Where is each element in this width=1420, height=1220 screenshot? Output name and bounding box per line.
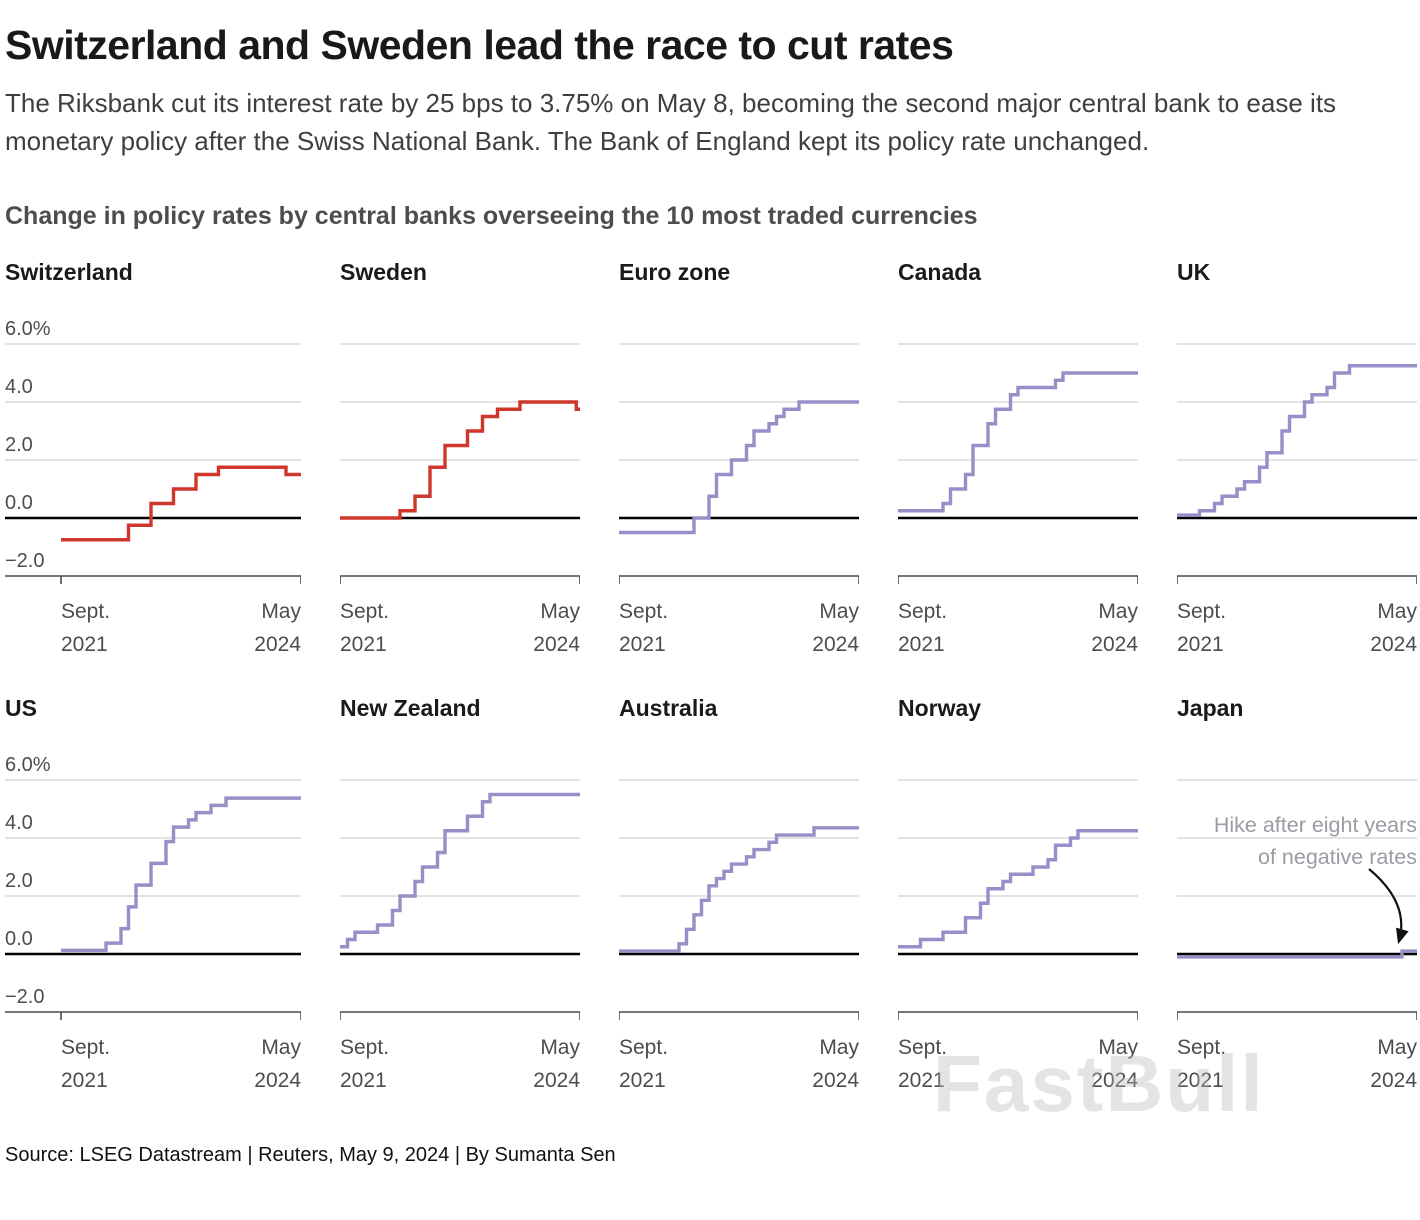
chart-plot: 6.0% 4.0 2.0 0.0 −2.0 — [5, 754, 301, 1021]
x-axis-label-start: Sept. 2021 — [898, 600, 948, 656]
rate-line — [1177, 949, 1417, 960]
x-axis-label-end: May 2024 — [533, 1036, 580, 1093]
chart-country-label: Sweden — [340, 259, 427, 286]
x-axis-labels: Sept. 2021 May 2024 — [1177, 596, 1417, 661]
x-axis-labels: Sept. 2021 May 2024 — [340, 1032, 580, 1097]
x-axis-label-end: May 2024 — [1091, 600, 1138, 656]
y-axis-tick-label: 0.0 — [5, 928, 33, 950]
x-axis-labels: Sept. 2021 May 2024 — [898, 1032, 1138, 1097]
rate-line — [61, 465, 301, 542]
header: Switzerland and Sweden lead the race to … — [5, 22, 1420, 231]
rate-line — [898, 829, 1138, 949]
x-axis-labels: Sept. 2021 May 2024 — [1177, 1032, 1417, 1097]
x-axis-label-start: Sept. 2021 — [340, 1036, 390, 1093]
y-axis-tick-label: 0.0 — [5, 492, 33, 514]
x-axis-label-end: May 2024 — [812, 1036, 859, 1093]
chart-country-label: Australia — [619, 695, 718, 722]
chart-country-label: Japan — [1177, 695, 1244, 722]
x-axis-label-start: Sept. 2021 — [1177, 600, 1227, 656]
chart-plot — [898, 779, 1138, 1021]
y-axis-tick-label: 6.0% — [5, 754, 51, 776]
chart-japan: Japan Sept. 2021 May 2024 Hike after eight ye… — [1177, 695, 1417, 1097]
x-axis-label-start: Sept. 2021 — [1177, 1036, 1227, 1093]
footer: Source: LSEG Datastream | Reuters, May 9… — [5, 1144, 1420, 1167]
x-axis-label-start: Sept. 2021 — [61, 1036, 111, 1093]
charts-grid: Switzerland 6.0% 4.0 2.0 0.0 −2.0 Sept. 2021 May… — [5, 259, 1420, 1097]
y-axis-tick-label: 2.0 — [5, 870, 33, 892]
page-title: Switzerland and Sweden lead the race to … — [5, 22, 954, 68]
chart-country-label: Switzerland — [5, 259, 133, 286]
x-axis-labels: Sept. 2021 May 2024 — [340, 596, 580, 661]
chart-plot — [1177, 343, 1417, 585]
y-axis-tick-label: 2.0 — [5, 434, 33, 456]
rate-line — [340, 793, 580, 949]
chart-country-label: New Zealand — [340, 695, 481, 722]
x-axis-label-end: May 2024 — [254, 600, 301, 656]
chart-australia: Australia Sept. 2021 May 2024 — [619, 695, 859, 1097]
chart-plot — [619, 779, 859, 1021]
y-axis-tick-label: 4.0 — [5, 376, 33, 398]
x-axis-label-start: Sept. 2021 — [61, 600, 111, 656]
x-axis-labels: Sept. 2021 May 2024 — [898, 596, 1138, 661]
chart-plot — [1177, 779, 1417, 1021]
x-axis-label-end: May 2024 — [1370, 1036, 1417, 1093]
chart-country-label: UK — [1177, 259, 1211, 286]
x-axis-label-start: Sept. 2021 — [340, 600, 390, 656]
chart-euro-zone: Euro zone Sept. 2021 May 2024 — [619, 259, 859, 661]
x-axis-label-end: May 2024 — [812, 600, 859, 656]
japan-annotation: Hike after eight years of negative rates — [1213, 813, 1417, 869]
chart-sweden: Sweden Sept. 2021 May 2024 — [340, 259, 580, 661]
rate-line — [340, 400, 580, 521]
x-axis-label-end: May 2024 — [1091, 1036, 1138, 1093]
chart-plot — [340, 343, 580, 585]
x-axis-label-end: May 2024 — [1370, 600, 1417, 656]
rate-line — [619, 826, 859, 954]
source-note: Source: LSEG Datastream | Reuters, May 9… — [5, 1143, 616, 1166]
x-axis-labels: Sept. 2021 May 2024 — [619, 596, 859, 661]
y-axis-tick-label: −2.0 — [5, 550, 44, 572]
x-axis-label-start: Sept. 2021 — [898, 1036, 948, 1093]
rate-line — [1177, 364, 1417, 518]
y-axis-tick-label: 6.0% — [5, 318, 51, 340]
chart-us: US 6.0% 4.0 2.0 0.0 −2.0 Sept. 2021 May 2024 — [5, 695, 301, 1097]
section-heading: Change in policy rates by central banks … — [5, 202, 978, 231]
x-axis-labels: Sept. 2021 May 2024 — [61, 1032, 301, 1097]
x-axis-label-end: May 2024 — [254, 1036, 301, 1093]
y-axis-tick-label: 4.0 — [5, 812, 33, 834]
chart-uk: UK Sept. 2021 May 2024 — [1177, 259, 1417, 661]
chart-country-label: Canada — [898, 259, 982, 286]
chart-new-zealand: New Zealand Sept. 2021 May 2024 — [340, 695, 580, 1097]
chart-country-label: Euro zone — [619, 259, 731, 286]
chart-switzerland: Switzerland 6.0% 4.0 2.0 0.0 −2.0 Sept. 2021 May… — [5, 259, 301, 661]
page-subtitle: The Riksbank cut its interest rate by 25… — [5, 88, 1337, 156]
chart-plot — [340, 779, 580, 1021]
main-content: Switzerland 6.0% 4.0 2.0 0.0 −2.0 Sept. 2021 May… — [5, 259, 1420, 1097]
rate-line — [898, 371, 1138, 513]
rate-line — [61, 796, 301, 953]
x-axis-labels: Sept. 2021 May 2024 — [619, 1032, 859, 1097]
y-axis-tick-label: −2.0 — [5, 986, 44, 1008]
rate-line — [619, 400, 859, 535]
chart-canada: Canada Sept. 2021 May 2024 — [898, 259, 1138, 661]
x-axis-labels: Sept. 2021 May 2024 — [61, 596, 301, 661]
chart-norway: Norway Sept. 2021 May 2024 — [898, 695, 1138, 1097]
x-axis-label-end: May 2024 — [533, 600, 580, 656]
chart-country-label: US — [5, 695, 37, 722]
chart-country-label: Norway — [898, 695, 982, 722]
chart-plot — [898, 343, 1138, 585]
x-axis-label-start: Sept. 2021 — [619, 1036, 669, 1093]
chart-plot — [619, 343, 859, 585]
chart-plot: 6.0% 4.0 2.0 0.0 −2.0 — [5, 318, 301, 585]
x-axis-label-start: Sept. 2021 — [619, 600, 669, 656]
